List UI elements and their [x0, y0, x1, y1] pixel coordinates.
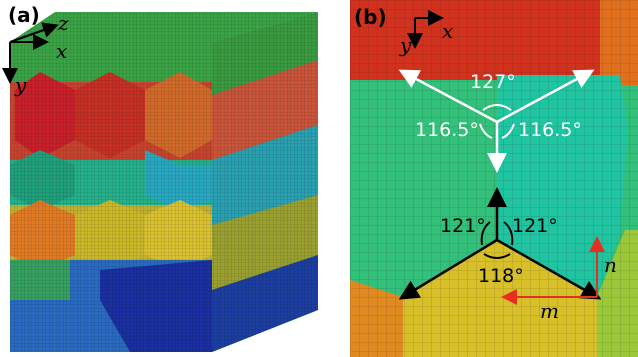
axis-label: y — [399, 33, 412, 57]
panel-a: (a) z x y — [8, 3, 318, 352]
mesh — [10, 12, 318, 352]
angle-label: 127° — [470, 71, 516, 93]
panel-b: (b) y x 127° 116.5° 116.5° 121° 121° 118… — [350, 0, 638, 357]
axis-label: y — [14, 73, 27, 97]
vector-label: n — [604, 253, 617, 277]
panel-label: (b) — [354, 5, 387, 29]
axis-label: x — [442, 19, 453, 43]
angle-label: 121° — [512, 215, 558, 237]
mesh — [350, 0, 638, 357]
figure: (a) z x y (b) y x 127° 116.5° 116.5° 121… — [0, 0, 638, 357]
axis-label: z — [57, 11, 69, 35]
angle-label: 116.5° — [518, 119, 582, 141]
vector-label: m — [540, 299, 559, 323]
axis-label: x — [56, 39, 67, 63]
angle-label: 121° — [440, 215, 486, 237]
angle-label: 118° — [478, 265, 524, 287]
panel-label: (a) — [8, 3, 40, 27]
angle-label: 116.5° — [415, 119, 479, 141]
